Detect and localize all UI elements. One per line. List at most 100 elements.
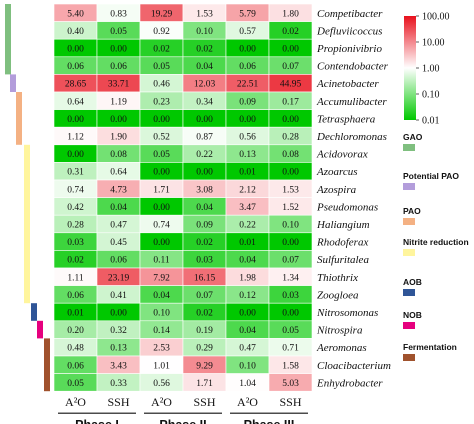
cell-value-label: 0.00 bbox=[110, 309, 127, 319]
cell-value-label: 0.22 bbox=[239, 221, 256, 231]
cell-value-label: 0.03 bbox=[196, 256, 213, 266]
cell-value-label: 0.00 bbox=[282, 168, 299, 178]
genus-label: Nitrosomonas bbox=[316, 307, 378, 319]
cell-value-label: 0.06 bbox=[239, 62, 256, 72]
cell-value-label: 0.05 bbox=[110, 27, 127, 37]
genus-label: Competibacter bbox=[317, 8, 383, 20]
column-label: SSH bbox=[107, 395, 129, 409]
cell-value-label: 0.12 bbox=[239, 291, 256, 301]
cell-value-label: 0.17 bbox=[282, 97, 299, 107]
cell-value-label: 0.00 bbox=[196, 168, 213, 178]
column-label: A²O bbox=[65, 395, 86, 409]
cell-value-label: 3.08 bbox=[196, 185, 213, 195]
cell-value-label: 0.07 bbox=[196, 291, 213, 301]
genus-label: Azospira bbox=[316, 184, 357, 196]
genus-label: Dechloromonas bbox=[316, 131, 387, 143]
cell-value-label: 3.47 bbox=[239, 203, 256, 213]
cell-value-label: 0.41 bbox=[110, 291, 127, 301]
cell-value-label: 0.06 bbox=[67, 361, 84, 371]
genus-label: Defluviicoccus bbox=[316, 25, 382, 37]
genus-label: Azoarcus bbox=[316, 166, 358, 178]
genus-label: Accumulibacter bbox=[316, 96, 387, 108]
group-bar bbox=[37, 320, 43, 339]
cell-value-label: 0.10 bbox=[153, 309, 170, 319]
group-legend-swatch bbox=[403, 144, 415, 151]
cell-value-label: 0.83 bbox=[110, 9, 127, 19]
cell-value-label: 0.42 bbox=[67, 203, 84, 213]
genus-label: Haliangium bbox=[316, 219, 370, 231]
cell-value-label: 1.80 bbox=[282, 9, 299, 19]
group-legend-label: Nitrite reduction bbox=[403, 237, 469, 247]
cell-value-label: 0.00 bbox=[67, 115, 84, 125]
group-bar bbox=[24, 144, 30, 304]
cell-value-label: 0.57 bbox=[239, 27, 256, 37]
cell-value-label: 0.00 bbox=[67, 45, 84, 55]
cell-value-label: 0.23 bbox=[153, 97, 170, 107]
cell-value-label: 1.90 bbox=[110, 133, 127, 143]
cell-value-label: 0.08 bbox=[110, 150, 127, 160]
cell-value-label: 0.64 bbox=[67, 97, 84, 107]
group-legend-label: GAO bbox=[403, 132, 423, 142]
cell-value-label: 0.01 bbox=[239, 238, 256, 248]
group-legend-label: NOB bbox=[403, 310, 422, 320]
cell-value-label: 1.01 bbox=[153, 361, 170, 371]
column-label: A²O bbox=[151, 395, 172, 409]
cell-value-label: 0.00 bbox=[153, 203, 170, 213]
group-bar bbox=[10, 74, 16, 92]
cell-value-label: 0.10 bbox=[196, 27, 213, 37]
phase-label: Phase III bbox=[244, 418, 295, 424]
cell-value-label: 0.06 bbox=[67, 62, 84, 72]
cell-value-label: 0.01 bbox=[239, 168, 256, 178]
cell-value-label: 0.02 bbox=[196, 45, 213, 55]
cell-value-label: 0.07 bbox=[282, 256, 299, 266]
group-legend-swatch bbox=[403, 183, 415, 190]
phase-labels: Phase I Phase II Phase III bbox=[58, 412, 308, 424]
cell-value-label: 0.08 bbox=[282, 150, 299, 160]
cell-value-label: 0.10 bbox=[239, 361, 256, 371]
cell-value-label: 0.00 bbox=[153, 238, 170, 248]
genus-label: Nitrospira bbox=[316, 325, 363, 337]
cell-value-label: 1.53 bbox=[282, 185, 299, 195]
cell-value-label: 0.28 bbox=[67, 221, 84, 231]
cell-value-label: 0.00 bbox=[282, 115, 299, 125]
cell-value-label: 0.00 bbox=[239, 309, 256, 319]
cell-value-label: 1.71 bbox=[196, 379, 213, 389]
cell-value-label: 0.07 bbox=[282, 62, 299, 72]
cell-value-label: 0.22 bbox=[196, 150, 213, 160]
cell-value-label: 0.03 bbox=[282, 291, 299, 301]
color-scale-bar bbox=[404, 16, 416, 120]
cell-value-label: 0.00 bbox=[282, 238, 299, 248]
cell-value-label: 0.74 bbox=[67, 185, 84, 195]
cell-value-label: 0.11 bbox=[153, 256, 170, 266]
genus-label: Tetrasphaera bbox=[317, 113, 376, 125]
cell-value-label: 0.09 bbox=[196, 221, 213, 231]
group-bar bbox=[31, 303, 37, 321]
genus-label: Propionivibrio bbox=[316, 43, 382, 55]
column-label: A²O bbox=[237, 395, 258, 409]
scale-tick-label: 100.00 bbox=[422, 12, 450, 23]
cell-value-label: 4.73 bbox=[110, 185, 127, 195]
genus-label: Aeromonas bbox=[316, 342, 367, 354]
cell-value-label: 0.02 bbox=[196, 309, 213, 319]
phase-label: Phase I bbox=[75, 418, 119, 424]
group-legend-swatch bbox=[403, 289, 415, 296]
cell-value-label: 0.00 bbox=[239, 45, 256, 55]
genus-label: Thiothrix bbox=[317, 272, 358, 284]
cell-value-label: 0.04 bbox=[110, 203, 127, 213]
group-bar bbox=[5, 4, 11, 75]
cell-value-label: 0.05 bbox=[67, 379, 84, 389]
cell-value-label: 0.00 bbox=[153, 115, 170, 125]
cell-value-label: 0.31 bbox=[67, 168, 84, 178]
genus-label: Contendobacter bbox=[317, 61, 389, 73]
genus-labels: Competibacter Defluviicoccus Propionivibri… bbox=[316, 8, 391, 390]
cell-value-label: 0.10 bbox=[282, 221, 299, 231]
cell-value-label: 1.58 bbox=[282, 361, 299, 371]
cell-value-label: 0.14 bbox=[153, 326, 170, 336]
cell-value-label: 1.19 bbox=[110, 97, 127, 107]
cell-value-label: 23.19 bbox=[108, 273, 130, 283]
cell-value-label: 0.04 bbox=[239, 326, 256, 336]
scale-tick-label: 10.00 bbox=[422, 38, 445, 49]
cell-value-label: 1.71 bbox=[153, 185, 170, 195]
cell-value-label: 0.04 bbox=[153, 291, 170, 301]
cell-value-label: 0.02 bbox=[153, 45, 170, 55]
